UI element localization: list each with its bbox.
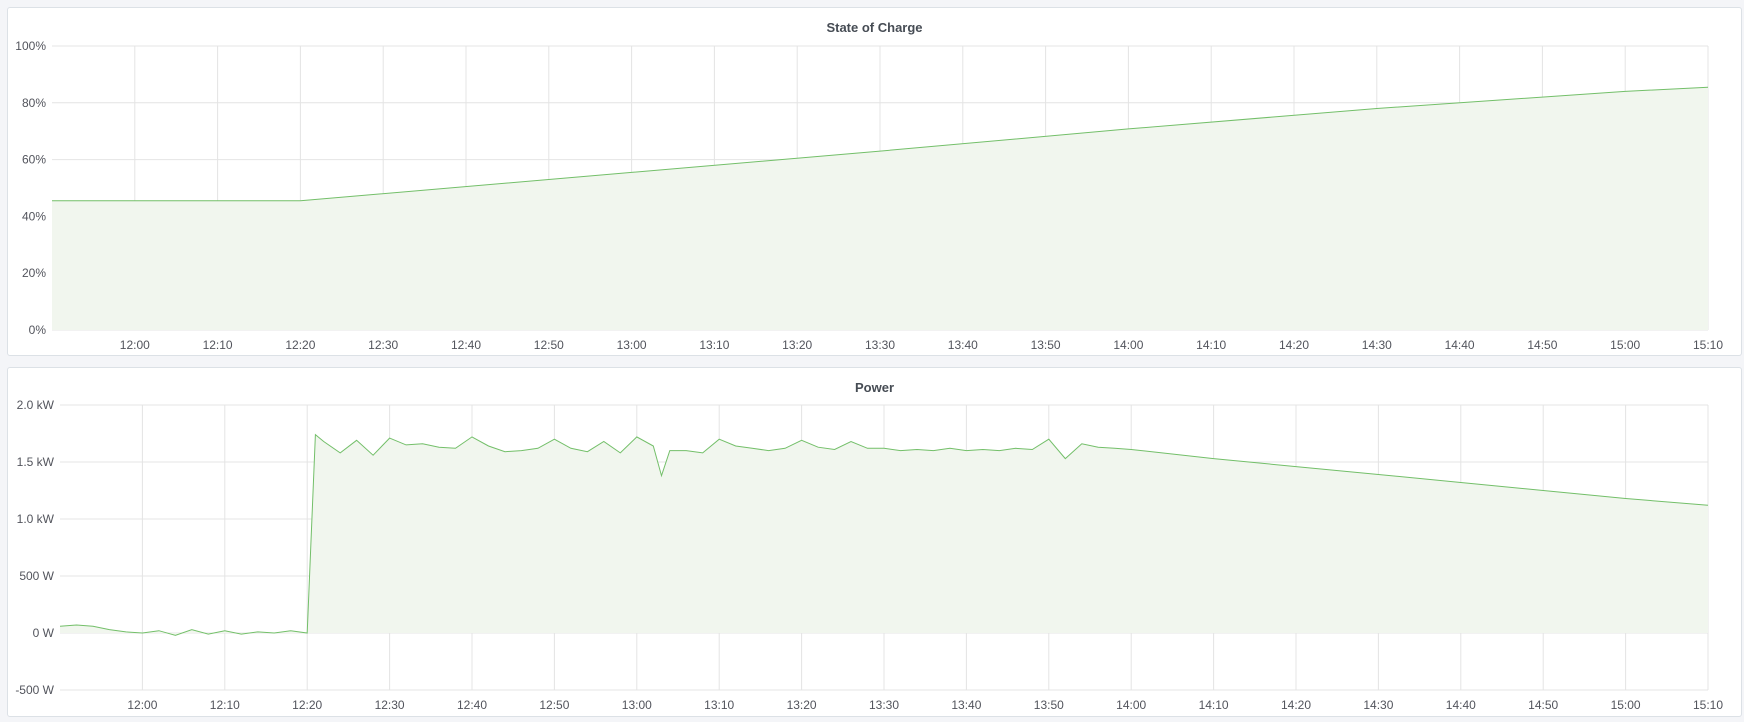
y-tick-label: 40% — [22, 209, 46, 223]
y-tick-label: -500 W — [15, 683, 54, 697]
x-tick-label: 12:20 — [285, 338, 315, 352]
power-panel: Power -500 W 0 W 500 W 1.0 kW 1.5 kW 2.0 kW 12… — [7, 367, 1742, 717]
y-tick-label: 60% — [22, 153, 46, 167]
x-tick-label: 13:30 — [869, 698, 899, 712]
x-tick-label: 14:10 — [1196, 338, 1226, 352]
panel-title[interactable]: State of Charge — [826, 20, 923, 35]
x-tick-label: 14:40 — [1446, 698, 1476, 712]
panel-title[interactable]: Power — [854, 380, 894, 395]
x-tick-label: 14:30 — [1362, 338, 1392, 352]
x-tick-label: 12:20 — [292, 698, 322, 712]
y-tick-label: 20% — [22, 266, 46, 280]
state-of-charge-chart: 0% 20% 40% 60% 80% 100% 12:00 12:10 12:20 12:30 12… — [15, 39, 1723, 352]
x-tick-label: 14:50 — [1527, 338, 1557, 352]
y-tick-label: 1.5 kW — [17, 455, 55, 469]
x-tick-label: 12:30 — [368, 338, 398, 352]
y-tick-label: 80% — [22, 96, 46, 110]
x-tick-label: 15:10 — [1693, 698, 1723, 712]
x-tick-label: 14:20 — [1281, 698, 1311, 712]
series-line — [59, 433, 1709, 636]
x-tick-label: 14:50 — [1528, 698, 1558, 712]
y-tick-label: 500 W — [19, 569, 54, 583]
x-tick-label: 12:40 — [457, 698, 487, 712]
x-tick-label: 12:10 — [203, 338, 233, 352]
power-chart: -500 W 0 W 500 W 1.0 kW 1.5 kW 2.0 kW 12:00 12:… — [15, 398, 1723, 712]
x-tick-label: 13:10 — [699, 338, 729, 352]
x-tick-label: 14:10 — [1199, 698, 1229, 712]
x-tick-label: 12:00 — [120, 338, 150, 352]
x-tick-label: 13:10 — [704, 698, 734, 712]
x-tick-label: 13:40 — [948, 338, 978, 352]
x-tick-label: 12:30 — [375, 698, 405, 712]
y-tick-label: 100% — [15, 39, 46, 53]
x-tick-label: 12:10 — [210, 698, 240, 712]
x-tick-label: 15:10 — [1693, 338, 1723, 352]
series-line — [52, 86, 1709, 202]
x-tick-label: 12:00 — [127, 698, 157, 712]
x-tick-label: 14:00 — [1113, 338, 1143, 352]
y-tick-label: 2.0 kW — [17, 398, 55, 412]
x-tick-label: 13:20 — [787, 698, 817, 712]
x-tick-label: 12:40 — [451, 338, 481, 352]
state-of-charge-panel: State of Charge 0% 20% 40% 60% 80% 100% 12:00 1… — [7, 7, 1742, 356]
x-tick-label: 14:40 — [1445, 338, 1475, 352]
x-tick-label: 14:00 — [1116, 698, 1146, 712]
x-tick-label: 13:50 — [1034, 698, 1064, 712]
y-tick-label: 0 W — [33, 626, 55, 640]
x-tick-label: 13:00 — [617, 338, 647, 352]
x-tick-label: 14:20 — [1279, 338, 1309, 352]
x-tick-label: 13:50 — [1031, 338, 1061, 352]
x-tick-label: 13:30 — [865, 338, 895, 352]
x-tick-label: 12:50 — [534, 338, 564, 352]
x-tick-label: 13:20 — [782, 338, 812, 352]
x-tick-label: 12:50 — [539, 698, 569, 712]
series-area — [60, 434, 1708, 636]
y-tick-label: 1.0 kW — [17, 512, 55, 526]
x-tick-label: 15:00 — [1611, 698, 1641, 712]
y-tick-label: 0% — [29, 323, 47, 337]
x-tick-label: 13:40 — [951, 698, 981, 712]
x-tick-label: 15:00 — [1610, 338, 1640, 352]
x-tick-label: 13:00 — [622, 698, 652, 712]
series-area — [52, 87, 1708, 330]
x-tick-label: 14:30 — [1363, 698, 1393, 712]
